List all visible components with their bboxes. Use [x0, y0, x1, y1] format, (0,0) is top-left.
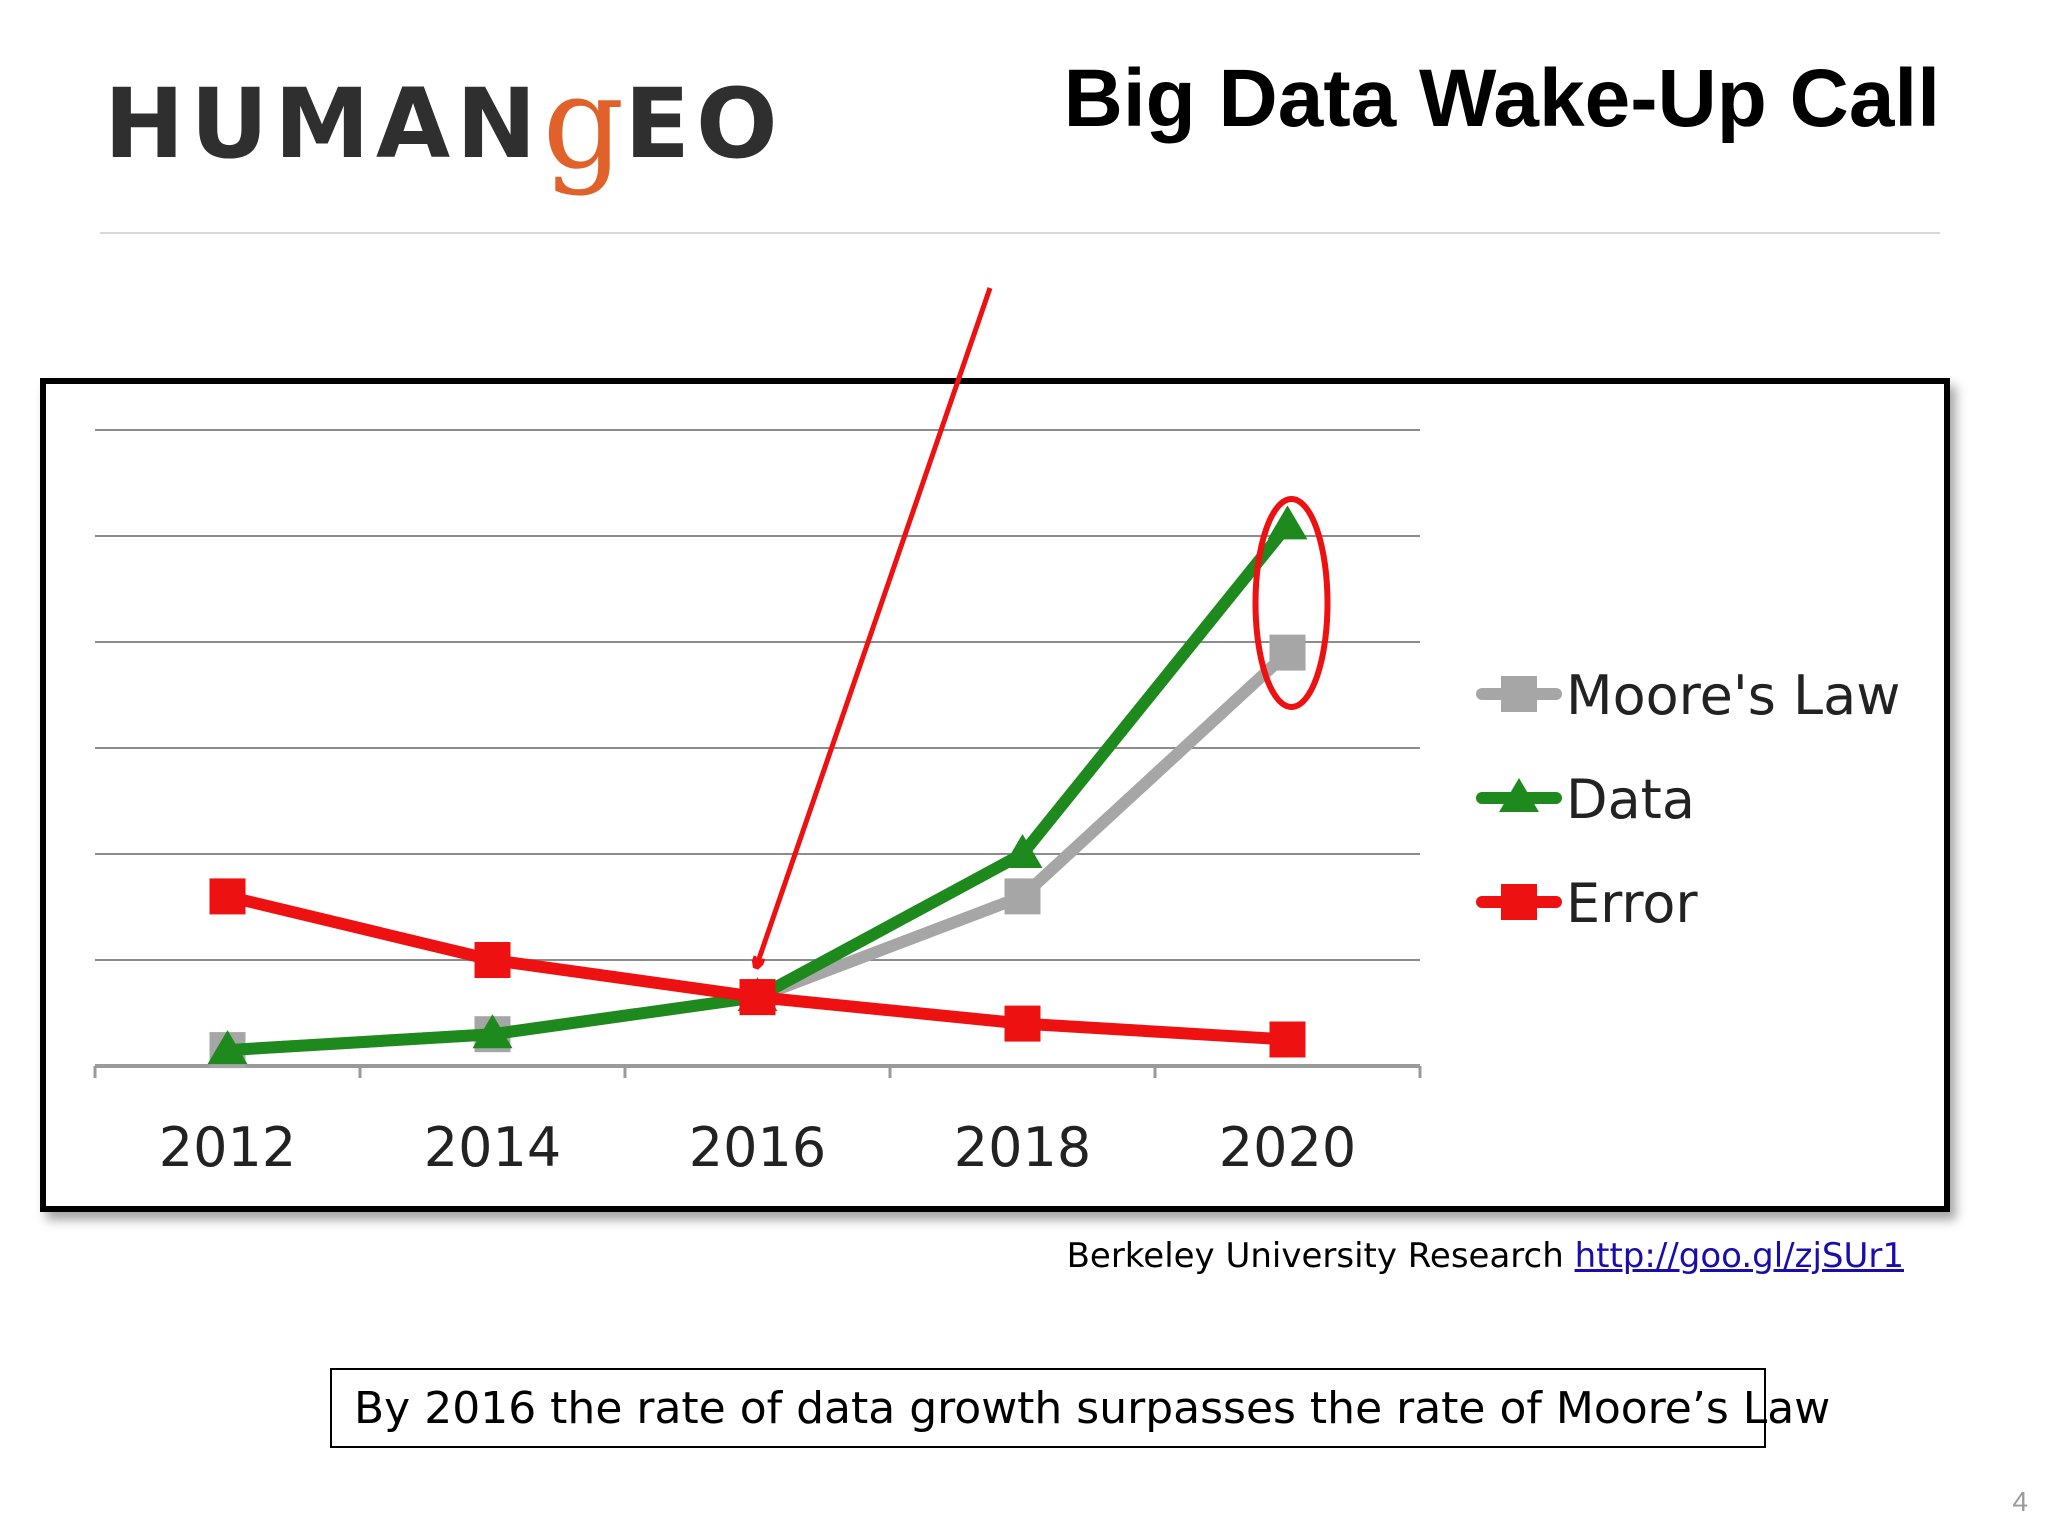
logo-text-eo: EO: [624, 68, 784, 180]
humangeo-logo: HUMANgEO: [104, 50, 784, 188]
data-point-triangle: [1002, 834, 1043, 868]
slide-title: Big Data Wake-Up Call: [1063, 53, 1940, 144]
legend-label: Error: [1566, 872, 1698, 935]
x-tick-label: 2018: [954, 1116, 1091, 1179]
source-link[interactable]: http://goo.gl/zjSUr1: [1574, 1236, 1904, 1276]
logo-text-human: HUMAN: [104, 68, 543, 180]
source-text: Berkeley University Research: [1066, 1236, 1564, 1276]
data-point-square: [474, 942, 511, 978]
x-tick-label: 2012: [159, 1116, 296, 1179]
header-divider: [100, 232, 1940, 234]
chart-frame: [40, 378, 1950, 1212]
data-point-square: [1004, 878, 1041, 915]
data-point-triangle: [472, 1014, 513, 1049]
callout-box: By 2016 the rate of data growth surpasse…: [330, 1368, 1830, 1448]
logo-letter-g: g: [542, 49, 625, 198]
legend-label: Moore's Law: [1566, 664, 1900, 727]
x-tick-label: 2020: [1219, 1116, 1356, 1179]
data-point-square: [1269, 1021, 1306, 1058]
source-citation: Berkeley University Research http://goo.…: [1067, 1236, 1904, 1276]
annotation-arrow: [758, 287, 993, 963]
data-point-square: [739, 979, 776, 1016]
data-point-square: [1004, 1005, 1041, 1042]
data-point-triangle: [207, 1030, 248, 1065]
series-line: [221, 519, 1294, 1057]
legend-swatch-marker: [1501, 884, 1537, 920]
data-point-square: [209, 878, 246, 915]
annotation-ellipse: [1252, 496, 1331, 710]
x-tick-label: 2016: [689, 1116, 826, 1179]
legend-label: Data: [1566, 768, 1695, 831]
data-point-square: [1269, 634, 1306, 671]
data-point-triangle: [1267, 505, 1308, 540]
x-tick-label: 2014: [424, 1116, 561, 1179]
page-number: 4: [2012, 1486, 2028, 1517]
legend-swatch-marker: [1501, 676, 1537, 712]
legend-swatch-marker: [1499, 778, 1539, 812]
series-line: [221, 890, 1294, 1046]
